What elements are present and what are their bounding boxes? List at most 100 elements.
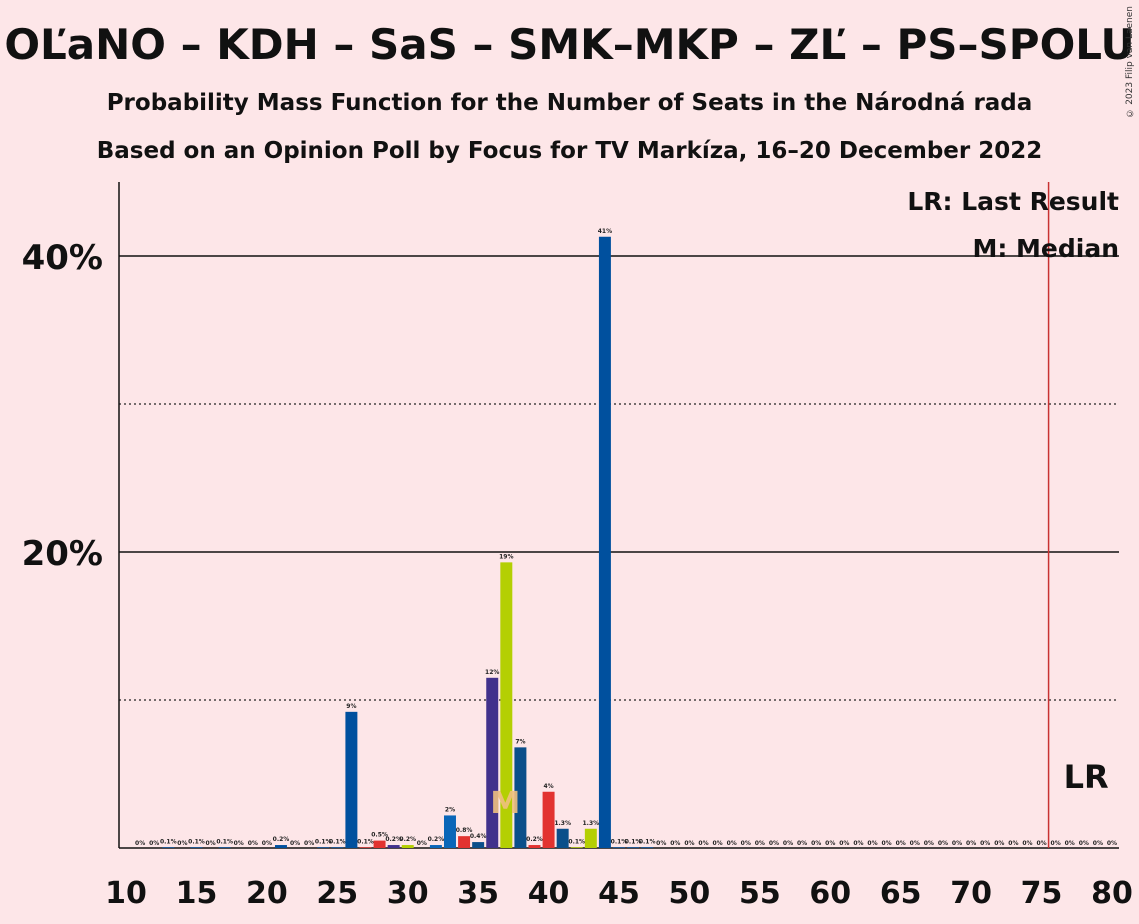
bar <box>598 236 611 848</box>
y-tick-label: 20% <box>22 534 103 574</box>
bar <box>387 845 400 848</box>
bar-value-label: 0% <box>205 840 215 847</box>
bar-value-label: 0% <box>980 840 990 847</box>
x-tick-label: 25 <box>316 876 358 911</box>
bar <box>429 845 442 848</box>
bar <box>528 845 541 848</box>
bar-value-label: 0.2% <box>526 836 543 843</box>
bar-value-label: 0% <box>797 840 807 847</box>
y-tick-label: 40% <box>22 238 103 278</box>
bar <box>514 747 527 848</box>
bar <box>570 847 583 848</box>
bar-value-label: 0% <box>882 840 892 847</box>
bar <box>274 845 287 848</box>
bar <box>345 711 358 848</box>
bar-value-label: 7% <box>515 738 525 745</box>
bar <box>373 840 386 848</box>
bar-value-label: 0.1% <box>357 838 374 845</box>
bar-value-label: 0% <box>1036 840 1046 847</box>
bar-value-label: 0.1% <box>315 838 332 845</box>
bar <box>486 677 499 848</box>
bar-value-label: 0% <box>656 840 666 847</box>
bar-value-label: 0% <box>149 840 159 847</box>
bar-value-label: 0% <box>952 840 962 847</box>
bar-value-label: 0% <box>811 840 821 847</box>
chart-subtitle-source: Based on an Opinion Poll by Focus for TV… <box>96 138 1043 164</box>
bar-value-label: 0% <box>938 840 948 847</box>
bar-value-label: 0% <box>783 840 793 847</box>
x-tick-label: 75 <box>1021 876 1063 911</box>
bar-value-label: 41% <box>598 228 612 235</box>
bar-value-label: 0% <box>755 840 765 847</box>
bar-value-label: 0.1% <box>625 838 642 845</box>
bar-value-label: 0% <box>1107 840 1117 847</box>
bar-value-label: 0% <box>769 840 779 847</box>
bar-value-label: 12% <box>485 669 499 676</box>
bar <box>500 562 513 848</box>
x-tick-label: 60 <box>809 876 851 911</box>
bar <box>627 847 640 848</box>
bar <box>556 828 569 848</box>
x-tick-label: 40 <box>528 876 570 911</box>
x-tick-label: 10 <box>105 876 147 911</box>
bar-value-label: 0% <box>966 840 976 847</box>
x-tick-label: 50 <box>669 876 711 911</box>
bar <box>472 842 485 848</box>
x-tick-label: 30 <box>387 876 429 911</box>
bar-value-label: 0.2% <box>385 836 402 843</box>
bar <box>641 847 654 848</box>
bar-value-label: 0% <box>839 840 849 847</box>
bar-value-label: 1.3% <box>583 820 600 827</box>
bar-value-label: 0% <box>304 840 314 847</box>
bar-value-label: 0% <box>1051 840 1061 847</box>
bar <box>190 847 203 848</box>
bar <box>542 791 555 848</box>
x-tick-label: 45 <box>598 876 640 911</box>
bar-value-label: 0% <box>248 840 258 847</box>
bar-value-label: 19% <box>499 553 513 560</box>
bar-value-label: 0% <box>896 840 906 847</box>
bar-value-label: 0% <box>135 840 145 847</box>
bar-value-label: 0% <box>994 840 1004 847</box>
bar-value-label: 0% <box>290 840 300 847</box>
x-tick-label: 55 <box>739 876 781 911</box>
bar-value-label: 9% <box>346 703 356 710</box>
bar <box>444 815 456 848</box>
bar-value-label: 0.2% <box>273 836 290 843</box>
x-tick-label: 15 <box>176 876 218 911</box>
bar-value-label: 2% <box>445 806 455 813</box>
bar-value-label: 0% <box>698 840 708 847</box>
x-tick-label: 70 <box>950 876 992 911</box>
bar-value-label: 0% <box>670 840 680 847</box>
bar-value-label: 0% <box>924 840 934 847</box>
bar-value-label: 0.1% <box>160 838 177 845</box>
bar-value-label: 0% <box>712 840 722 847</box>
bar-value-label: 0.8% <box>456 827 473 834</box>
bar-value-label: 0% <box>853 840 863 847</box>
bar <box>218 847 231 848</box>
bar-value-label: 0% <box>177 840 187 847</box>
bar-value-label: 0% <box>684 840 694 847</box>
bar <box>331 847 344 848</box>
bar <box>458 836 471 848</box>
bar-value-label: 0% <box>727 840 737 847</box>
chart-title: OĽaNO – KDH – SaS – SMK–MKP – ZĽ – PS–SP… <box>4 20 1135 69</box>
bar <box>584 828 597 848</box>
bar-value-label: 0% <box>1008 840 1018 847</box>
bar-value-label: 0.1% <box>329 838 346 845</box>
x-tick-label: 20 <box>246 876 288 911</box>
bar-value-label: 0.2% <box>399 836 416 843</box>
x-tick-label: 80 <box>1091 876 1133 911</box>
x-tick-label: 35 <box>457 876 499 911</box>
bar <box>317 847 330 848</box>
bar-value-label: 0.1% <box>568 838 585 845</box>
bar-value-label: 0% <box>262 840 272 847</box>
bar <box>359 847 372 848</box>
bar-value-label: 0.1% <box>216 838 233 845</box>
bar-value-label: 0% <box>1093 840 1103 847</box>
bar-value-label: 0.4% <box>470 833 487 840</box>
bar-value-label: 0% <box>741 840 751 847</box>
legend-median: M: Median <box>972 234 1119 263</box>
bar-value-label: 0% <box>1022 840 1032 847</box>
